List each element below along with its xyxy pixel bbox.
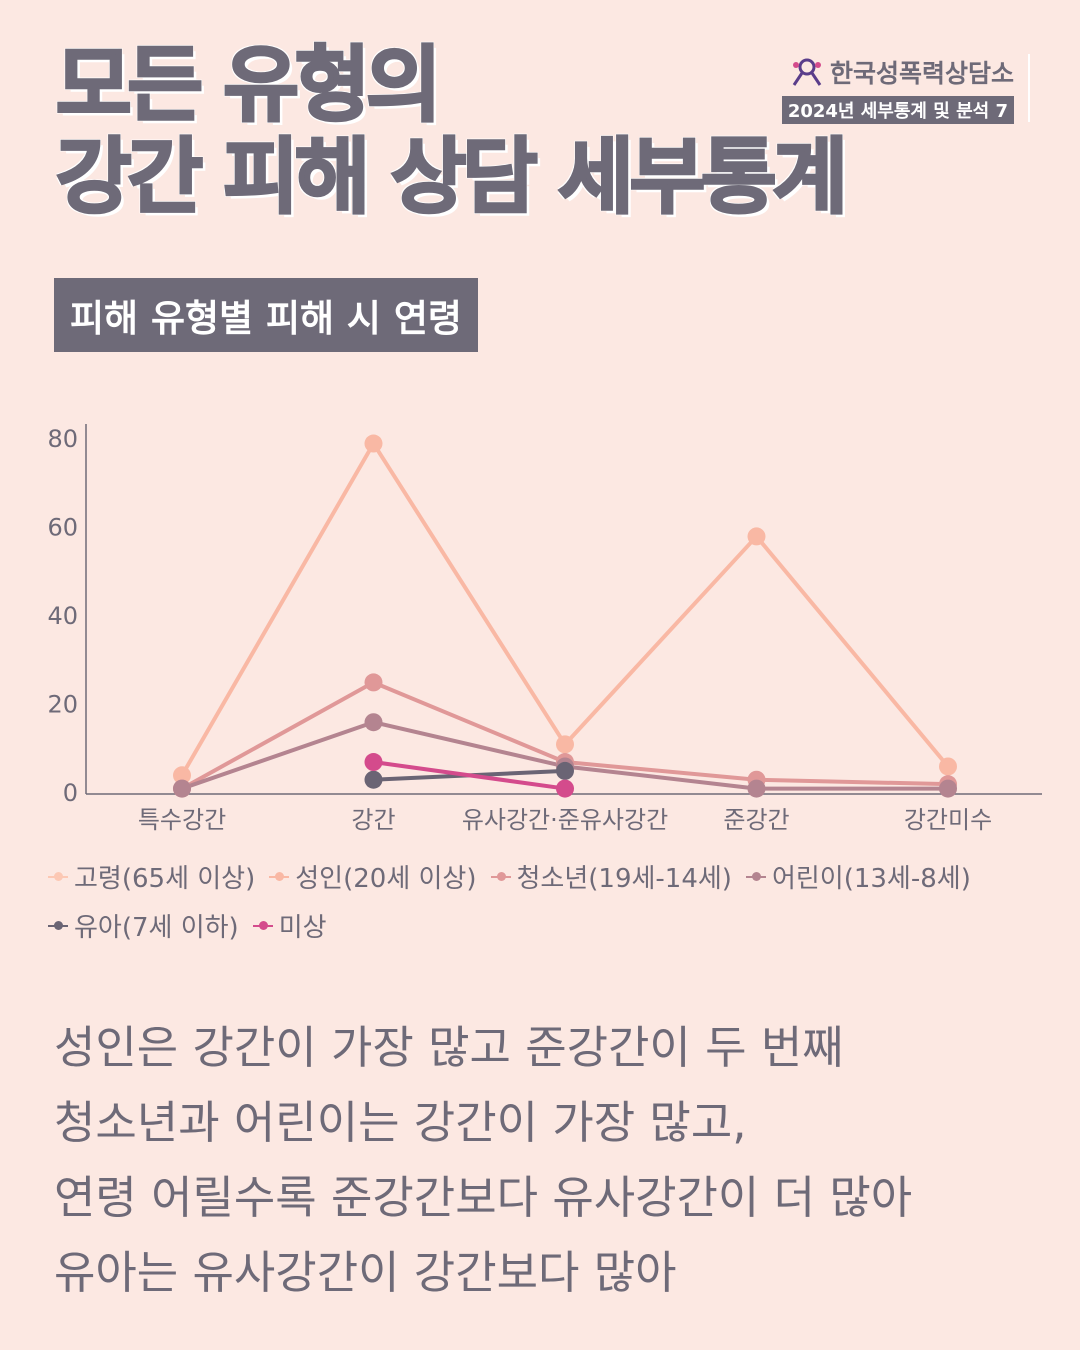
data-point: [747, 527, 766, 546]
summary-text: 성인은 강간이 가장 많고 준강간이 두 번째 청소년과 어린이는 강간이 가장…: [54, 1010, 912, 1310]
data-point: [556, 761, 574, 780]
data-point: [747, 779, 766, 798]
chart-legend: 고령(65세 이상) 성인(20세 이상) 청소년(19세-14세) 어린이(13세-…: [48, 858, 1048, 956]
legend-label: 청소년(19세-14세): [516, 864, 732, 894]
y-tick-label: 60: [47, 514, 78, 542]
legend-marker-icon: [48, 916, 68, 936]
legend-marker-icon: [252, 916, 273, 936]
x-tick-label: 강간: [351, 806, 395, 834]
legend-label: 성인(20세 이상): [295, 864, 477, 894]
summary-line-3: 연령 어릴수록 준강간보다 유사강간이 더 많아: [54, 1171, 913, 1224]
legend-item: 청소년(19세-14세): [490, 858, 732, 895]
title-line-2: 강간 피해 상담 세부통계: [54, 130, 849, 225]
x-tick-label: 특수강간: [138, 806, 226, 834]
data-point: [939, 757, 957, 776]
data-point: [173, 779, 191, 798]
series-line: [373, 760, 566, 791]
line-chart: 0 20 40 60 80 특수강간 강간 유사강간·준유사강간 준강간 강간미수: [47, 424, 1042, 834]
data-point: [364, 673, 383, 692]
legend-label: 고령(65세 이상): [74, 864, 256, 894]
y-tick-label: 40: [47, 602, 78, 630]
legend-item: 유아(7세 이하): [48, 907, 239, 944]
brand-block: 한국성폭력상담소 2024년 세부통계 및 분석 7: [781, 54, 1014, 124]
brand-name-row: 한국성폭력상담소: [782, 54, 1014, 90]
y-tick-label: 0: [63, 779, 78, 807]
legend-marker-icon: [490, 867, 511, 887]
legend-marker-icon: [269, 867, 290, 887]
legend-item: 미상: [252, 907, 327, 944]
brand-subtitle: 2024년 세부통계 및 분석 7: [781, 96, 1014, 124]
data-point: [364, 713, 383, 732]
legend-item: 고령(65세 이상): [48, 858, 255, 895]
title-line-1: 모든 유형의: [54, 38, 443, 133]
data-point: [364, 753, 383, 772]
summary-line-4: 유아는 유사강간이 강간보다 많아: [54, 1246, 677, 1299]
brand-logo-icon: [792, 58, 822, 86]
summary-line-1: 성인은 강간이 가장 많고 준강간이 두 번째: [54, 1021, 844, 1074]
legend-item: 어린이(13세-8세): [745, 858, 971, 895]
data-point: [939, 779, 957, 798]
legend-marker-icon: [48, 867, 68, 887]
brand-name: 한국성폭력상담소: [829, 59, 1014, 88]
x-tick-label: 준강간: [723, 806, 789, 834]
y-tick-label: 20: [47, 691, 78, 719]
chart-subtitle: 피해 유형별 피해 시 연령: [54, 278, 478, 352]
summary-line-2: 청소년과 어린이는 강간이 가장 많고,: [54, 1096, 747, 1149]
legend-label: 어린이(13세-8세): [771, 864, 971, 894]
legend-item: 성인(20세 이상): [269, 858, 477, 895]
x-tick-label: 유사강간·준유사강간: [462, 806, 668, 834]
data-point: [364, 434, 383, 453]
legend-row: 고령(65세 이상) 성인(20세 이상) 청소년(19세-14세) 어린이(13세-…: [48, 858, 1048, 895]
legend-label: 유아(7세 이하): [74, 913, 239, 943]
y-tick-label: 80: [47, 425, 78, 453]
legend-label: 미상: [278, 913, 327, 943]
data-point: [173, 766, 191, 785]
data-point: [556, 779, 574, 798]
brand-divider: [1028, 54, 1030, 122]
x-tick-label: 강간미수: [904, 806, 992, 834]
page-title: 모든 유형의 강간 피해 상담 세부통계: [54, 38, 849, 225]
legend-marker-icon: [745, 867, 766, 887]
legend-row: 유아(7세 이하) 미상: [48, 907, 1048, 944]
data-point: [556, 735, 574, 754]
data-point: [364, 770, 383, 789]
